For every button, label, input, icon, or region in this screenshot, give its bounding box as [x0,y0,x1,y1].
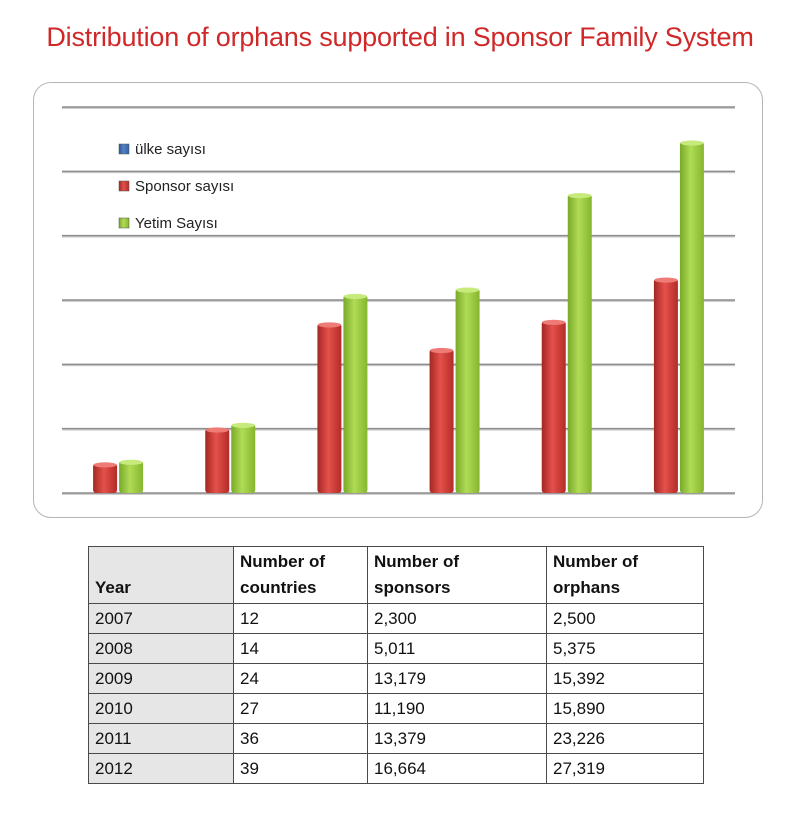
legend-swatch [118,143,130,155]
bar-orphans [567,193,592,493]
bar-sponsors [541,319,566,493]
bar-sponsors [429,347,454,493]
cell-countries: 12 [233,603,368,634]
bar-sponsors [653,277,678,493]
table-header-row: Year Number of countries Number of sponsor… [88,546,704,604]
cell-orphans: 2,500 [546,603,704,634]
cell-countries: 24 [233,663,368,694]
bar-sponsors-body [93,463,118,493]
bar-orphans-body [455,288,480,493]
header-year: Year [88,546,234,604]
bar-orphans-cap [680,140,704,146]
cell-countries: 39 [233,753,368,784]
bar-orphans-cap [343,293,367,300]
table-row: 2009 24 13,179 15,392 [88,663,704,694]
bar-orphans-cap [231,422,255,428]
data-table: Year Number of countries Number of sponsor… [88,546,704,784]
cell-year: 2012 [88,753,234,784]
bar-orphans-body [567,194,592,493]
bar-orphans [455,287,480,493]
header-countries: Number of countries [233,546,368,604]
bar-chart: ülke sayısı Sponsor sayısı Yetim Sayısı [62,106,735,495]
table-row: 2010 27 11,190 15,890 [88,693,704,724]
chart-panel: ülke sayısı Sponsor sayısı Yetim Sayısı [33,82,763,518]
bar-orphans [119,459,144,493]
table-row: 2008 14 5,011 5,375 [88,633,704,664]
bar-sponsors-cap [654,277,678,283]
bar-sponsors-cap [542,319,566,325]
bar-orphans-cap [119,459,143,465]
table-row: 2012 39 16,664 27,319 [88,753,704,784]
bar-sponsors [93,462,118,493]
cell-orphans: 23,226 [546,723,704,754]
bar-sponsors-body [205,428,230,493]
cell-orphans: 27,319 [546,753,704,784]
cell-sponsors: 5,011 [367,633,547,664]
chart-title: Distribution of orphans supported in Spo… [46,22,754,52]
header-orphans: Number of orphans [546,546,704,604]
bar-orphans [679,140,704,493]
bar-sponsors-body [653,278,678,493]
bar-orphans [231,422,256,493]
cell-sponsors: 11,190 [367,693,547,724]
bar-orphans-body [231,423,256,493]
cell-sponsors: 13,379 [367,723,547,754]
bar-sponsors-cap [205,427,229,433]
cell-sponsors: 13,179 [367,663,547,694]
cell-year: 2008 [88,633,234,664]
cell-year: 2010 [88,693,234,724]
cell-year: 2007 [88,603,234,634]
bar-orphans-body [343,294,368,493]
cell-countries: 36 [233,723,368,754]
table-row: 2007 12 2,300 2,500 [88,603,704,634]
legend-label: ülke sayısı [135,141,206,158]
bar-sponsors-cap [430,347,454,354]
cell-sponsors: 2,300 [367,603,547,634]
bar-sponsors-body [317,323,342,493]
cell-orphans: 15,890 [546,693,704,724]
table-row: 2011 36 13,379 23,226 [88,723,704,754]
bars [93,140,704,493]
cell-orphans: 5,375 [546,633,704,664]
cell-orphans: 15,392 [546,663,704,694]
legend-label: Sponsor sayısı [135,178,234,195]
bar-sponsors-body [541,320,566,493]
bar-orphans-body [119,460,144,493]
legend: ülke sayısı Sponsor sayısı Yetim Sayısı [118,141,234,232]
bar-sponsors-body [429,349,454,493]
bar-orphans-body [679,141,704,493]
header-sponsors: Number of sponsors [367,546,547,604]
legend-label: Yetim Sayısı [135,215,218,232]
legend-swatch [118,217,130,229]
bar-orphans-cap [456,287,480,293]
cell-sponsors: 16,664 [367,753,547,784]
bar-orphans [343,293,368,493]
cell-countries: 27 [233,693,368,724]
legend-swatch [118,180,130,192]
cell-year: 2011 [88,723,234,754]
bar-sponsors [205,427,230,493]
bar-sponsors [317,322,342,493]
cell-year: 2009 [88,663,234,694]
bar-sponsors-cap [317,322,341,328]
bar-orphans-cap [568,193,592,199]
bar-sponsors-cap [93,462,117,468]
cell-countries: 14 [233,633,368,664]
gridlines [62,106,735,495]
